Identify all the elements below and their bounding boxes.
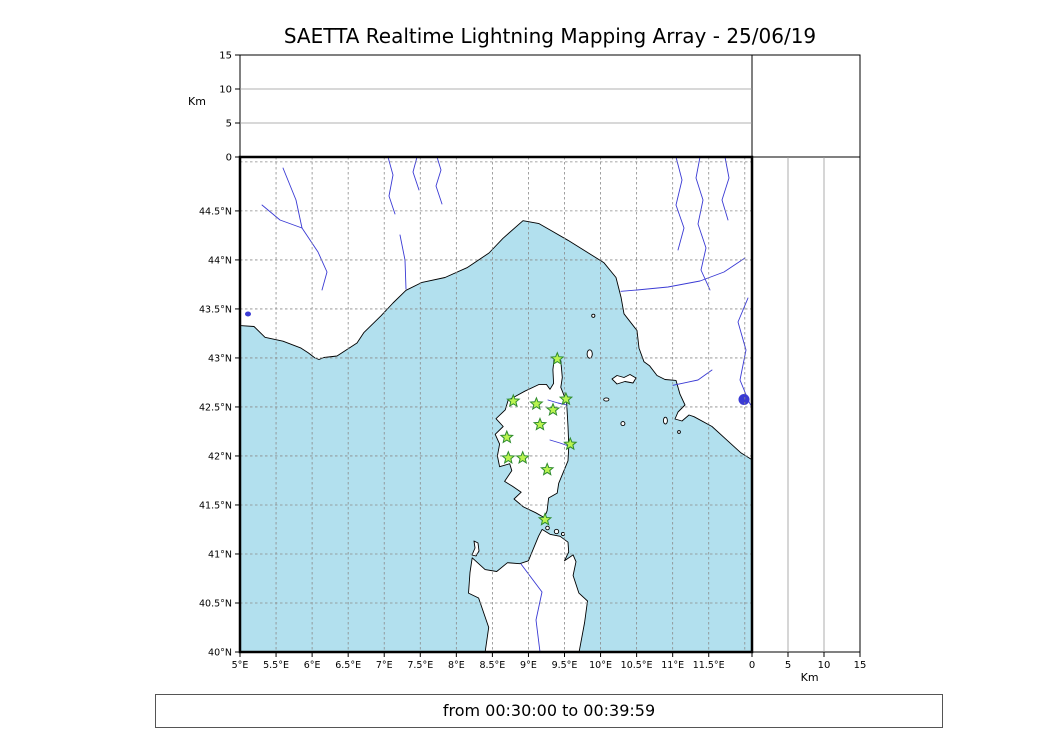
map-gridlines [240, 157, 752, 652]
river [435, 157, 443, 205]
river [549, 439, 569, 447]
river [301, 227, 328, 291]
time-window-text: from 00:30:00 to 00:39:59 [442, 701, 656, 720]
altitude-latitude-panel [751, 156, 861, 653]
station-marker [537, 512, 553, 526]
altitude-tick-label: 0 [226, 153, 232, 164]
km-unit-label-right: Km [801, 671, 819, 684]
lon-tick-label: 10.5°E [621, 660, 653, 671]
basemap-layer [240, 157, 752, 652]
lon-tick-label: 11°E [661, 660, 684, 671]
station-marker [499, 429, 514, 444]
island-asinara [471, 540, 480, 557]
altitude-tick-label: 15 [854, 660, 867, 671]
lon-tick-label: 6.5°E [335, 660, 361, 671]
station-marker [563, 436, 578, 451]
altitude-tick-label: 5 [785, 660, 791, 671]
rivers-layer [261, 157, 752, 652]
coastline-sardinia [468, 528, 588, 652]
river [547, 399, 568, 406]
station-markers-layer [499, 351, 578, 526]
lat-tick-label: 41.5°N [199, 500, 232, 511]
station-marker [558, 391, 574, 406]
island-giannutri [677, 430, 681, 434]
station-marker [515, 450, 530, 464]
island-giglio [662, 416, 668, 425]
lat-tick-label: 41°N [208, 549, 232, 560]
lat-tick-label: 42°N [208, 451, 232, 462]
lon-tick-label: 6°E [304, 660, 321, 671]
coastline-mainland [240, 157, 752, 461]
river [695, 157, 711, 291]
etang-de-berre [245, 311, 251, 317]
station-marker [545, 402, 561, 416]
station-marker [529, 396, 544, 411]
station-marker [501, 450, 516, 464]
lat-tick-label: 42.5°N [199, 402, 232, 413]
lat-tick-label: 43°N [208, 353, 232, 364]
lat-tick-label: 44°N [208, 255, 232, 266]
island-gorgona [591, 313, 596, 318]
lon-tick-label: 7.5°E [407, 660, 433, 671]
river [672, 369, 713, 386]
station-marker [506, 393, 521, 408]
figure-title: SAETTA Realtime Lightning Mapping Array … [283, 24, 817, 48]
altitude-gridlines [240, 88, 825, 652]
altitude-tick-label: 5 [226, 119, 232, 130]
km-unit-label-top: Km [188, 95, 206, 108]
lake-bolsena [738, 394, 750, 405]
lon-tick-label: 8.5°E [479, 660, 505, 671]
river [721, 157, 730, 221]
river [737, 297, 752, 408]
river [387, 157, 396, 215]
axis-ticks-and-labels: 5°E 5.5°E 6°E 6.5°E 7°E 7.5°E 8°E 8.5°E 9°E 9.5°E… [188, 51, 866, 685]
river [282, 167, 303, 229]
lat-tick-label: 40°N [208, 648, 232, 659]
lat-tick-label: 43.5°N [199, 304, 232, 315]
lon-tick-label: 7°E [376, 660, 393, 671]
altitude-tick-label: 10 [219, 85, 232, 96]
island-maddalena-1 [553, 528, 560, 535]
island-capraia [586, 349, 593, 359]
lat-tick-label: 40.5°N [199, 598, 232, 609]
altitude-tick-label: 15 [219, 51, 232, 62]
island-maddalena-2 [545, 525, 550, 531]
station-marker [550, 351, 565, 365]
lon-tick-label: 5°E [232, 660, 249, 671]
station-marker [540, 462, 555, 476]
map-panel-border [238, 155, 754, 654]
altitude-longitude-panel [239, 54, 753, 158]
lon-tick-label: 5.5°E [263, 660, 289, 671]
river [675, 157, 685, 251]
river [620, 257, 746, 292]
altitude-tick-label: 10 [818, 660, 831, 671]
lon-tick-label: 8°E [448, 660, 465, 671]
lon-tick-label: 11.5°E [693, 660, 725, 671]
river [261, 204, 303, 229]
island-montecristo [620, 421, 626, 427]
island-elba [611, 374, 637, 385]
time-window-box: from 00:30:00 to 00:39:59 [155, 694, 943, 728]
lon-tick-label: 10°E [589, 660, 612, 671]
lat-tick-label: 44.5°N [199, 206, 232, 217]
island-pianosa [603, 397, 610, 402]
plot-panels: 5°E 5.5°E 6°E 6.5°E 7°E 7.5°E 8°E 8.5°E 9°E 9.5°E… [188, 51, 866, 685]
lon-tick-label: 9.5°E [552, 660, 578, 671]
altitude-tick-label: 0 [749, 660, 755, 671]
altitude-histogram-panel [751, 54, 861, 158]
station-marker [532, 417, 548, 431]
lon-tick-label: 9°E [520, 660, 537, 671]
river [520, 563, 543, 652]
